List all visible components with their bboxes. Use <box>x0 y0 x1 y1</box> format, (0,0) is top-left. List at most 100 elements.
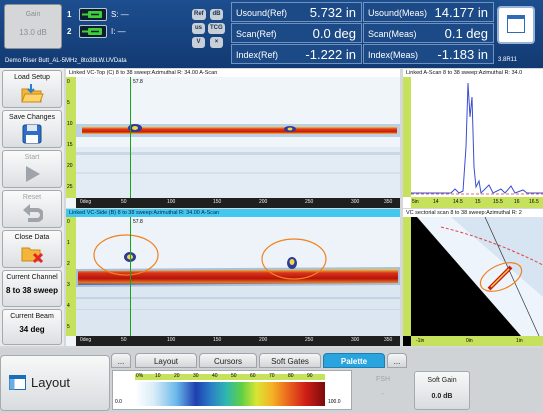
ruler-tick: 200 <box>259 199 268 205</box>
reading-label: Usound(Meas) <box>368 8 428 18</box>
tab-more-left[interactable]: ... <box>111 353 131 368</box>
scan-cursor-line[interactable] <box>130 217 131 336</box>
layout-button[interactable]: Layout <box>0 355 110 411</box>
ruler-tick: 1in <box>516 338 523 344</box>
palette-min-value: 0.0 <box>115 399 122 405</box>
palette-tick: 10 <box>155 373 161 379</box>
close-chip[interactable]: × <box>210 37 223 48</box>
ruler-tick: 350 <box>384 199 393 205</box>
scan-cursor-value: 57.8 <box>133 219 143 225</box>
top-cscan-image <box>76 77 400 198</box>
start-label: Start <box>24 154 40 161</box>
ruler-tick: 150 <box>213 337 222 343</box>
start-button[interactable]: Start <box>2 150 62 188</box>
ascan-bottom-ruler: 5in 14 14.5 15 15.5 16 16.5 <box>411 197 543 208</box>
ruler-tick: 3 <box>67 282 70 288</box>
reading-usound-meas[interactable]: Usound(Meas) 14.177 in <box>363 2 494 22</box>
gain-label: Gain <box>25 11 41 18</box>
close-data-button[interactable]: Close Data <box>2 230 62 268</box>
ruler-tick: 100 <box>167 199 176 205</box>
us-chip[interactable]: us <box>192 23 205 34</box>
reading-label: Scan(Meas) <box>368 29 417 39</box>
ruler-tick: 15.5 <box>493 199 503 205</box>
ascan-left-ruler <box>403 77 411 197</box>
palette-tick: 60 <box>250 373 256 379</box>
ruler-tick: 100 <box>167 337 176 343</box>
tab-cursors[interactable]: Cursors <box>199 353 257 368</box>
ruler-tick: 300 <box>351 199 360 205</box>
tab-layout[interactable]: Layout <box>135 353 197 368</box>
palette-gradient[interactable] <box>135 382 325 406</box>
current-beam-button[interactable]: Current Beam 34 deg <box>2 309 62 345</box>
palette-tick: 40 <box>212 373 218 379</box>
fsh-label: FSH <box>376 376 390 383</box>
ruler-tick: 15 <box>67 142 73 148</box>
ruler-tick: -1in <box>416 338 425 344</box>
reading-scan-ref[interactable]: Scan(Ref) 0.0 deg <box>231 23 362 43</box>
folder-close-icon <box>21 247 44 264</box>
side-bscan-left-ruler: 0 1 2 3 4 5 <box>66 217 76 336</box>
soft-gain-button[interactable]: Soft Gain 0.0 dB <box>414 371 470 410</box>
reset-label: Reset <box>22 194 42 201</box>
reading-label: Usound(Ref) <box>236 8 288 18</box>
reading-scan-meas[interactable]: Scan(Meas) 0.1 deg <box>363 23 494 43</box>
tab-soft-gates[interactable]: Soft Gates <box>259 353 321 368</box>
ruler-tick: 50 <box>121 337 127 343</box>
side-bscan-title: Linked VC-Side (B) 8 to 38 sweep:Azimuth… <box>66 209 400 217</box>
reading-index-ref[interactable]: Index(Ref) -1.222 in <box>231 44 362 64</box>
ascan-panel[interactable]: Linked A-Scan 8 to 38 sweep:Azimuthal R:… <box>403 69 543 208</box>
palette-tick: 80 <box>288 373 294 379</box>
palette-tick: 90 <box>307 373 313 379</box>
ruler-tick: 50 <box>121 199 127 205</box>
ref-chip[interactable]: Ref <box>192 9 206 20</box>
reading-usound-ref[interactable]: Usound(Ref) 5.732 in <box>231 2 362 22</box>
palette-tick: 0% <box>136 373 144 379</box>
palette-tick: 30 <box>193 373 199 379</box>
v-chip[interactable]: V <box>192 37 205 48</box>
ruler-tick: 16 <box>514 199 520 205</box>
db-chip[interactable]: dB <box>210 9 223 20</box>
load-setup-button[interactable]: Load Setup <box>2 70 62 108</box>
side-bscan-panel[interactable]: Linked VC-Side (B) 8 to 38 sweep:Azimuth… <box>66 209 400 346</box>
ruler-tick: 25 <box>67 184 73 190</box>
top-cscan-left-ruler: 0 5 10 15 20 25 <box>66 77 76 198</box>
ruler-tick: 350 <box>384 337 393 343</box>
layout-icon <box>9 375 26 390</box>
top-cscan-panel[interactable]: Linked VC-Top (C) 8 to 38 sweep:Azimutha… <box>66 69 400 208</box>
reading-index-meas[interactable]: Index(Meas) -1.183 in <box>363 44 494 64</box>
ruler-tick: 20 <box>67 163 73 169</box>
ruler-tick: 10 <box>67 121 73 127</box>
undo-icon <box>23 204 43 222</box>
top-status-bar: Gain 13.0 dB 1 S: — 2 I: — Ref dB us TCG… <box>0 0 543 68</box>
gain-control[interactable]: Gain 13.0 dB <box>4 4 62 49</box>
scan-cursor-line[interactable] <box>130 77 131 198</box>
palette-editor[interactable]: 0% 10 20 30 40 50 60 70 80 90 0.0 100.0 <box>112 370 352 410</box>
ruler-tick: 14 <box>433 199 439 205</box>
sectorial-bottom-ruler: -1in 0in 1in <box>411 336 543 346</box>
reading-value: 5.732 in <box>309 5 356 20</box>
current-channel-button[interactable]: Current Channel 8 to 38 sweep <box>2 270 62 307</box>
ruler-tick: 300 <box>351 337 360 343</box>
play-icon <box>26 166 40 182</box>
reading-label: Index(Ref) <box>236 50 279 60</box>
ruler-tick: 1 <box>67 240 70 246</box>
top-cscan-title: Linked VC-Top (C) 8 to 38 sweep:Azimutha… <box>66 69 400 77</box>
palette-tick: 50 <box>231 373 237 379</box>
ruler-tick: 0 <box>67 79 70 85</box>
probe-2-row[interactable]: 2 I: — <box>67 23 126 39</box>
measurement-readings: Usound(Ref) 5.732 in Usound(Meas) 14.177… <box>231 2 494 66</box>
reading-value: -1.183 in <box>437 47 488 62</box>
tab-more-right[interactable]: ... <box>387 353 407 368</box>
soft-gain-value: 0.0 dB <box>431 393 453 400</box>
sectorial-panel[interactable]: VC sectorial scan 8 to 38 sweep:Azimutha… <box>403 209 543 346</box>
tcg-chip[interactable]: TCG <box>208 23 225 34</box>
window-button[interactable] <box>497 6 535 44</box>
probe-1-row[interactable]: 1 S: — <box>67 6 129 22</box>
save-changes-button[interactable]: Save Changes <box>2 110 62 148</box>
tab-palette[interactable]: Palette <box>323 353 385 368</box>
probe-connector-icon <box>79 24 107 38</box>
probe-1-status: S: — <box>111 9 129 19</box>
reading-label: Scan(Ref) <box>236 29 277 39</box>
reset-button[interactable]: Reset <box>2 190 62 228</box>
